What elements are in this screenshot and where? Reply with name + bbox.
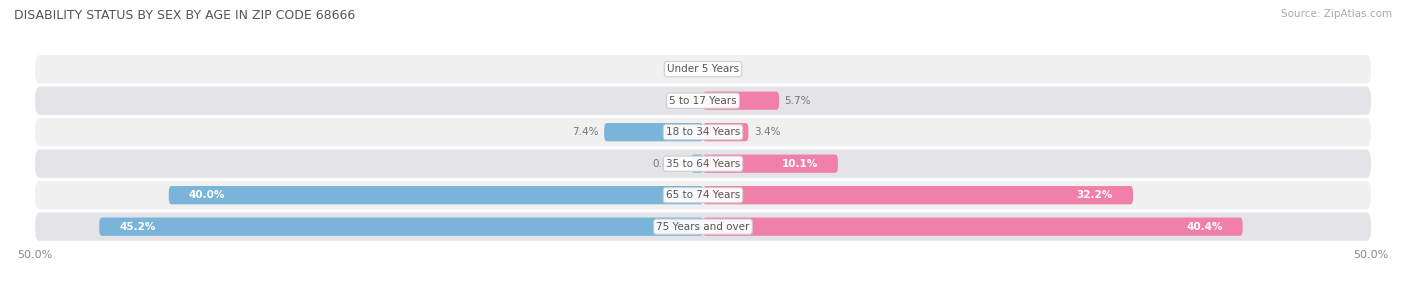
FancyBboxPatch shape bbox=[35, 87, 1371, 115]
Text: 3.4%: 3.4% bbox=[754, 127, 780, 137]
Text: 40.4%: 40.4% bbox=[1187, 222, 1223, 232]
Text: Under 5 Years: Under 5 Years bbox=[666, 64, 740, 74]
Text: 0.89%: 0.89% bbox=[652, 159, 686, 169]
FancyBboxPatch shape bbox=[100, 217, 703, 236]
Text: 32.2%: 32.2% bbox=[1077, 190, 1114, 200]
FancyBboxPatch shape bbox=[605, 123, 703, 141]
FancyBboxPatch shape bbox=[35, 149, 1371, 178]
Text: 5 to 17 Years: 5 to 17 Years bbox=[669, 96, 737, 106]
Text: 0.0%: 0.0% bbox=[672, 96, 697, 106]
FancyBboxPatch shape bbox=[703, 155, 838, 173]
FancyBboxPatch shape bbox=[35, 181, 1371, 209]
Text: 35 to 64 Years: 35 to 64 Years bbox=[666, 159, 740, 169]
Text: DISABILITY STATUS BY SEX BY AGE IN ZIP CODE 68666: DISABILITY STATUS BY SEX BY AGE IN ZIP C… bbox=[14, 9, 356, 22]
Text: 18 to 34 Years: 18 to 34 Years bbox=[666, 127, 740, 137]
Text: 75 Years and over: 75 Years and over bbox=[657, 222, 749, 232]
Text: 0.0%: 0.0% bbox=[709, 64, 734, 74]
Text: 0.0%: 0.0% bbox=[672, 64, 697, 74]
FancyBboxPatch shape bbox=[703, 186, 1133, 204]
FancyBboxPatch shape bbox=[703, 92, 779, 110]
FancyBboxPatch shape bbox=[169, 186, 703, 204]
Text: Source: ZipAtlas.com: Source: ZipAtlas.com bbox=[1281, 9, 1392, 19]
FancyBboxPatch shape bbox=[35, 213, 1371, 241]
Text: 7.4%: 7.4% bbox=[572, 127, 599, 137]
Text: 10.1%: 10.1% bbox=[782, 159, 818, 169]
FancyBboxPatch shape bbox=[35, 118, 1371, 146]
Text: 5.7%: 5.7% bbox=[785, 96, 811, 106]
FancyBboxPatch shape bbox=[35, 55, 1371, 83]
FancyBboxPatch shape bbox=[703, 217, 1243, 236]
Text: 45.2%: 45.2% bbox=[120, 222, 156, 232]
FancyBboxPatch shape bbox=[692, 155, 703, 173]
Text: 65 to 74 Years: 65 to 74 Years bbox=[666, 190, 740, 200]
FancyBboxPatch shape bbox=[703, 123, 748, 141]
Text: 40.0%: 40.0% bbox=[188, 190, 225, 200]
